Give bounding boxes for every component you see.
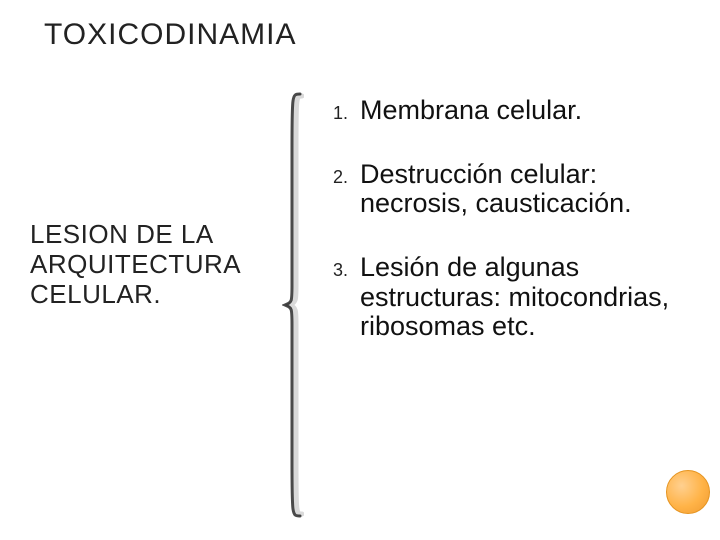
brace-icon	[282, 90, 304, 520]
left-column: LESION DE LA ARQUITECTURA CELULAR.	[28, 90, 288, 310]
list-number: 2.	[314, 160, 360, 188]
content-row: LESION DE LA ARQUITECTURA CELULAR. 1. Me…	[28, 90, 700, 520]
left-line2: ARQUITECTURA	[30, 249, 241, 279]
list-number: 3.	[314, 253, 360, 281]
left-line3: CELULAR.	[30, 279, 161, 309]
list-number: 1.	[314, 96, 360, 124]
list-text: Destrucción celular: necrosis, causticac…	[360, 160, 700, 219]
left-text: LESION DE LA ARQUITECTURA CELULAR.	[30, 220, 288, 310]
slide: TOXICODINAMIA LESION DE LA ARQUITECTURA …	[0, 0, 720, 540]
list-text: Membrana celular.	[360, 96, 582, 126]
list-item: 1. Membrana celular.	[314, 96, 700, 126]
list-item: 3. Lesión de algunas estructuras: mitoco…	[314, 253, 700, 342]
list-item: 2. Destrucción celular: necrosis, causti…	[314, 160, 700, 219]
left-line1: LESION DE LA	[30, 219, 214, 249]
list-text: Lesión de algunas estructuras: mitocondr…	[360, 253, 700, 342]
right-column: 1. Membrana celular. 2. Destrucción celu…	[314, 90, 700, 342]
slide-title: TOXICODINAMIA	[44, 18, 700, 52]
decorative-circle-icon	[666, 470, 710, 514]
